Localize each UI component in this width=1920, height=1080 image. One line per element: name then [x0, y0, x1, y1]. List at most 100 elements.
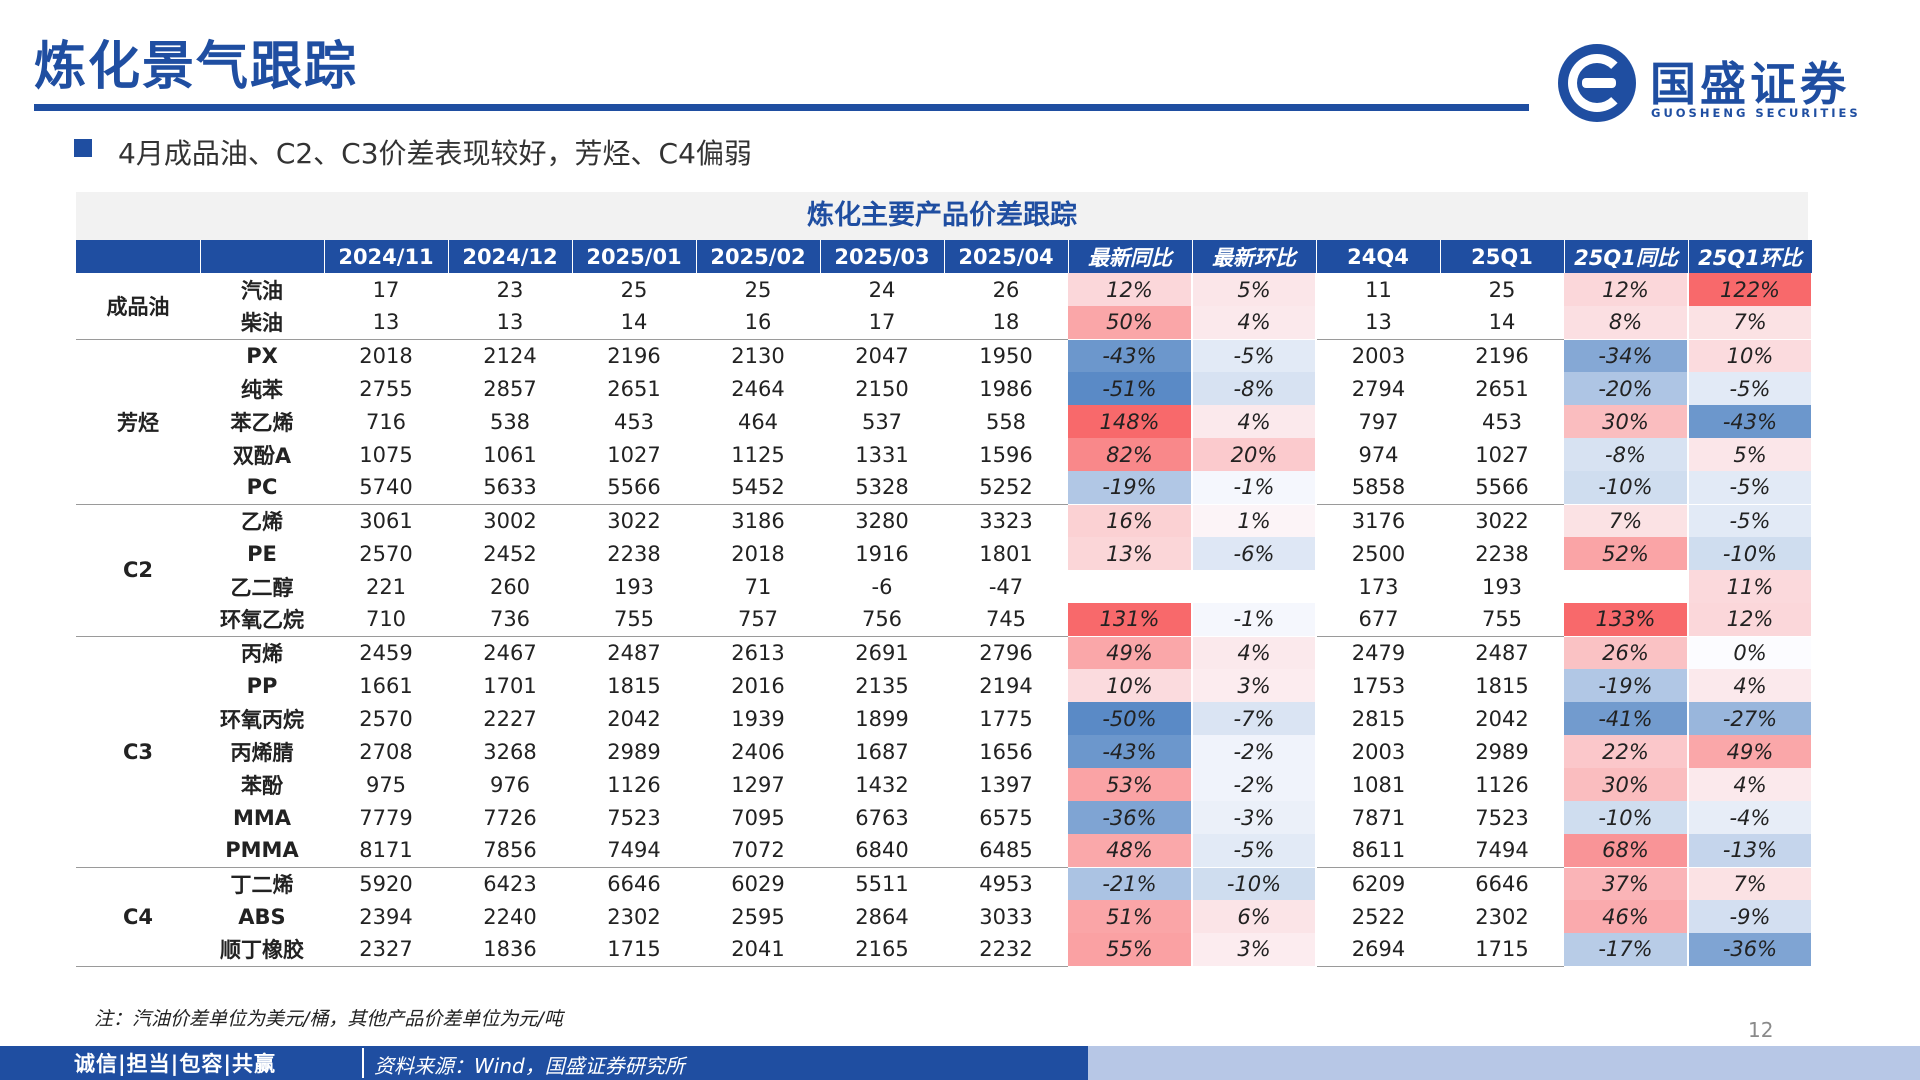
q4-value: 677 [1316, 603, 1440, 637]
spread-value: 1715 [572, 933, 696, 967]
q1-qoq-cell: 10% [1688, 339, 1813, 372]
latest-yoy-cell: 12% [1068, 273, 1193, 306]
q1-qoq-cell: -10% [1688, 537, 1813, 570]
latest-mom-cell: 6% [1192, 900, 1317, 933]
q1-qoq-cell: 7% [1688, 306, 1813, 340]
q4-value: 797 [1358, 409, 1399, 434]
footer-motto: 诚信|担当|包容|共赢 [74, 1052, 277, 1076]
table-body: 成品油 汽油 17 23 25 25 24 26 12% 5% 11 25 12% 122% 柴油 13 13 1… [76, 273, 1813, 967]
q1-qoq-cell: -9% [1688, 900, 1813, 933]
q1-value: 2042 [1475, 706, 1529, 731]
spread-value: 2570 [359, 706, 413, 731]
product-name: MMA [232, 805, 292, 830]
table-row: 苯乙烯 716 538 453 464 537 558 148% 4% 797 453 30% -43% [76, 405, 1813, 438]
table-row: C3 丙烯 2459 2467 2487 2613 2691 2796 49% 4% 2479 248… [76, 636, 1813, 868]
table-row: 成品油 汽油 17 23 25 25 24 26 12% 5% 11 25 12% 122% [76, 273, 1813, 340]
spread-value: 3033 [979, 904, 1033, 929]
spread-value: 25 [620, 277, 648, 302]
spread-value: -6 [871, 574, 893, 599]
latest-yoy-cell: 13% [1068, 537, 1193, 570]
group-label: 芳烃 [76, 339, 200, 505]
spread-value: 464 [737, 409, 779, 434]
q1-qoq-cell: -13% [1688, 834, 1813, 868]
latest-mom-cell: -2% [1192, 735, 1317, 768]
spread-value: 1775 [979, 706, 1033, 731]
spread-value: 17 [372, 277, 400, 302]
spread-value: 3186 [731, 508, 785, 533]
group-label: C2 [76, 504, 200, 637]
q1-qoq-cell: 7% [1688, 867, 1813, 900]
q1-qoq-cell: -5% [1688, 372, 1813, 405]
latest-mom-cell: -1% [1192, 603, 1317, 637]
group-label: C3 [76, 636, 200, 868]
spread-value: 1661 [359, 673, 413, 698]
q1-yoy-cell: 52% [1564, 537, 1689, 570]
latest-yoy-cell: -43% [1068, 735, 1193, 768]
latest-yoy-cell: 16% [1068, 504, 1193, 537]
latest-yoy-cell: -19% [1068, 471, 1193, 505]
spread-value: 453 [613, 409, 655, 434]
latest-mom-cell: -1% [1192, 471, 1317, 505]
spread-value: 2018 [731, 541, 785, 566]
spread-value: 1836 [448, 933, 572, 967]
spread-table: 2024/11 2024/12 2025/01 2025/02 2025/03 2025/… [76, 240, 1813, 967]
spread-value: 2755 [359, 376, 413, 401]
spread-value: 1596 [979, 442, 1033, 467]
table-row: PP 1661 1701 1815 2016 2135 2194 10% 3% 1753 1815 -… [76, 669, 1813, 702]
company-logo: 国盛证券 GUOSHENG SECURITIES [1558, 44, 1888, 126]
column-header: 25Q1 [1440, 240, 1565, 273]
product-name: 丙烯腈 [230, 740, 294, 765]
spread-value: 1397 [979, 772, 1033, 797]
latest-mom-cell: 4% [1192, 405, 1317, 438]
q1-qoq-cell: -5% [1688, 504, 1813, 537]
spread-value: 1801 [979, 541, 1033, 566]
latest-yoy-cell: 55% [1068, 933, 1193, 967]
spread-value: 2394 [359, 904, 413, 929]
spread-value: 5328 [820, 471, 944, 505]
spread-value: 2857 [483, 376, 537, 401]
column-header: 2025/01 [572, 240, 697, 273]
spread-value: 2302 [607, 904, 661, 929]
q4-value: 7871 [1351, 805, 1406, 830]
spread-value: 976 [489, 772, 531, 797]
spread-value: 2487 [607, 640, 661, 665]
spread-value: 2613 [731, 640, 785, 665]
spread-value: 1815 [607, 673, 661, 698]
spread-value: 6029 [731, 871, 785, 896]
spread-value: 745 [944, 603, 1068, 637]
q1-value: 14 [1440, 306, 1564, 340]
product-name: PE [247, 541, 277, 566]
q4-value: 2479 [1351, 640, 1406, 665]
q4-value: 1081 [1351, 772, 1406, 797]
column-header: 2025/02 [696, 240, 821, 273]
latest-mom-cell: -8% [1192, 372, 1317, 405]
q1-yoy-cell: 26% [1564, 636, 1689, 669]
q1-qoq-cell: 49% [1688, 735, 1813, 768]
table-row: PC 5740 5633 5566 5452 5328 5252 -19% -1% 5858 556… [76, 471, 1813, 505]
spread-value: 3280 [855, 508, 909, 533]
spread-value: 1297 [731, 772, 785, 797]
q1-value: 5566 [1440, 471, 1564, 505]
latest-mom-cell: -7% [1192, 702, 1317, 735]
q1-yoy-cell: 12% [1564, 273, 1689, 306]
spread-value: 1331 [855, 442, 909, 467]
q1-value: 1126 [1475, 772, 1529, 797]
product-name: 环氧丙烷 [220, 707, 304, 732]
spread-value: 1027 [607, 442, 661, 467]
square-bullet-icon [74, 139, 92, 157]
q1-qoq-cell: 0% [1688, 636, 1813, 669]
spread-value: 23 [496, 277, 524, 302]
spread-value: 2238 [607, 541, 661, 566]
spread-value: 1687 [855, 739, 909, 764]
product-name: 双酚A [232, 443, 292, 468]
spread-value: -47 [988, 574, 1024, 599]
q1-qoq-cell: 4% [1688, 669, 1813, 702]
spread-value: 2165 [820, 933, 944, 967]
spread-value: 16 [696, 306, 820, 340]
product-name: 顺丁橡胶 [200, 933, 324, 967]
q1-value: 2487 [1475, 640, 1529, 665]
q1-value: 1715 [1440, 933, 1564, 967]
q1-value: 2238 [1475, 541, 1529, 566]
table-row: MMA 7779 7726 7523 7095 6763 6575 -36% -3% 7871 75… [76, 801, 1813, 834]
latest-mom-cell: -5% [1192, 339, 1317, 372]
